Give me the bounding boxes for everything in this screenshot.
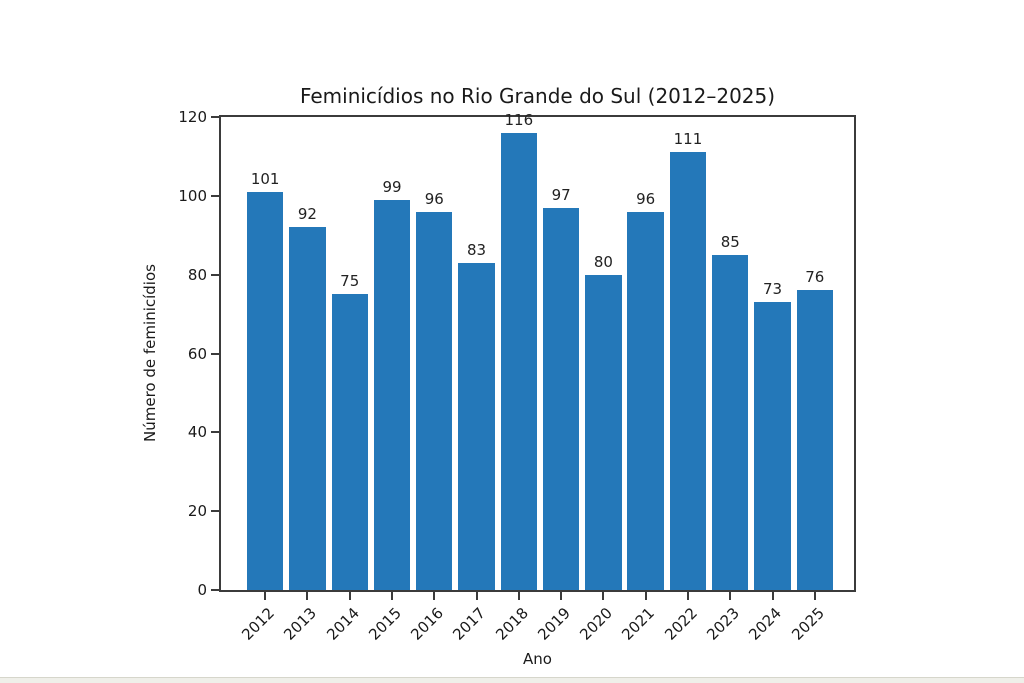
bars-container: 101 2012 92 2013 75 2014 99 2015 96 2016 83 2017 116… [221, 111, 854, 644]
y-tick-label: 60 [187, 344, 207, 363]
y-tick-mark [211, 589, 219, 591]
bar-value-label: 101 [250, 169, 280, 188]
x-tick-mark [813, 592, 816, 600]
bottom-edge-strip [0, 677, 1024, 683]
x-tick-label-2015: 2015 [364, 604, 405, 644]
x-tick-mark [433, 592, 436, 600]
x-tick-mark [771, 592, 774, 600]
bar-value-label: 92 [297, 205, 317, 224]
bar-slot-2020: 80 2020 [576, 117, 624, 644]
bar-value-label: 97 [551, 185, 571, 204]
bar-2016 [416, 211, 453, 590]
y-axis-label: Número de feminicídios [141, 264, 159, 442]
x-tick-mark [348, 592, 351, 600]
x-tick-label-2023: 2023 [703, 604, 743, 644]
plot-area: 101 2012 92 2013 75 2014 99 2015 96 2016 83 2017 116… [178, 108, 856, 644]
bar-2025 [796, 290, 833, 590]
bar-2024 [754, 302, 791, 590]
bar-2018 [500, 132, 537, 590]
bar-value-label: 96 [636, 189, 656, 208]
bar-slot-2021: 96 2021 [619, 117, 667, 644]
y-tick-label: 40 [187, 423, 207, 442]
x-tick-mark [602, 592, 605, 600]
chart-title: Feminicídios no Rio Grande do Sul (2012–… [299, 84, 776, 108]
bar-value-label: 76 [805, 268, 825, 287]
bar-2017 [458, 262, 495, 590]
bar-value-label: 83 [467, 240, 487, 259]
x-tick-mark [560, 592, 563, 600]
bar-slot-2019: 97 2019 [534, 117, 582, 644]
x-tick-label-2020: 2020 [576, 604, 617, 644]
x-tick-label-2021: 2021 [618, 604, 659, 644]
bar-2013 [289, 227, 326, 590]
x-tick-label-2013: 2013 [280, 604, 321, 644]
x-tick-label-2019: 2019 [534, 604, 574, 644]
x-tick-label-2014: 2014 [322, 604, 363, 644]
bar-slot-2024: 73 2024 [746, 117, 793, 644]
bar-2023 [712, 254, 749, 590]
bar-2021 [627, 211, 664, 590]
x-tick-mark [686, 592, 689, 600]
bar-value-label: 99 [382, 177, 402, 196]
bar-2014 [331, 294, 368, 590]
bar-slot-2023: 85 2023 [703, 117, 751, 644]
bar-2012 [246, 191, 284, 590]
x-tick-label-2022: 2022 [660, 604, 701, 644]
bar-value-label: 116 [504, 110, 534, 129]
bar-slot-2017: 83 2017 [450, 117, 497, 644]
x-tick-label-2017: 2017 [449, 604, 490, 644]
bar-slot-2015: 99 2015 [365, 117, 413, 644]
bar-slot-2018: 116 2018 [492, 111, 540, 644]
bar-2020 [585, 274, 622, 590]
x-tick-label-2016: 2016 [407, 604, 447, 644]
bar-slot-2013: 92 2013 [280, 117, 328, 644]
y-tick-mark [211, 510, 219, 513]
bar-slot-2012: 101 2012 [238, 117, 286, 644]
x-tick-mark [517, 592, 520, 600]
y-tick-mark [211, 352, 219, 355]
x-tick-mark [475, 592, 478, 600]
x-tick-mark [729, 592, 732, 600]
y-tick-label: 100 [178, 186, 207, 205]
y-tick-mark [211, 273, 219, 276]
bar-2015 [373, 199, 411, 590]
y-tick-label: 0 [197, 581, 207, 599]
bar-value-label: 85 [720, 232, 740, 251]
bar-value-label: 75 [340, 272, 360, 291]
bar-slot-2025: 76 2025 [788, 117, 836, 644]
bar-2019 [542, 207, 580, 590]
x-tick-mark [390, 592, 393, 600]
x-tick-mark [306, 592, 309, 600]
y-tick-mark [211, 431, 219, 434]
y-tick-mark [211, 194, 219, 197]
bar-slot-2016: 96 2016 [407, 117, 455, 644]
x-tick-mark [644, 592, 647, 600]
x-tick-label-2012: 2012 [238, 604, 278, 644]
x-axis-label: Ano [523, 650, 552, 668]
y-tick-label: 120 [178, 108, 207, 126]
bar-slot-2014: 75 2014 [323, 117, 371, 644]
bar-slot-2022: 111 2022 [661, 117, 709, 644]
x-tick-mark [264, 592, 267, 600]
bar-2022 [669, 152, 707, 590]
bar-value-label: 80 [593, 252, 613, 271]
y-tick-mark [211, 116, 219, 118]
x-tick-label-2025: 2025 [787, 604, 828, 644]
x-tick-label-2024: 2024 [745, 604, 786, 644]
x-tick-label-2018: 2018 [491, 604, 532, 644]
bar-value-label: 111 [673, 130, 703, 149]
bar-value-label: 73 [762, 280, 783, 299]
bar-value-label: 96 [424, 189, 444, 208]
y-tick-label: 80 [187, 265, 207, 284]
y-tick-label: 20 [187, 502, 207, 521]
